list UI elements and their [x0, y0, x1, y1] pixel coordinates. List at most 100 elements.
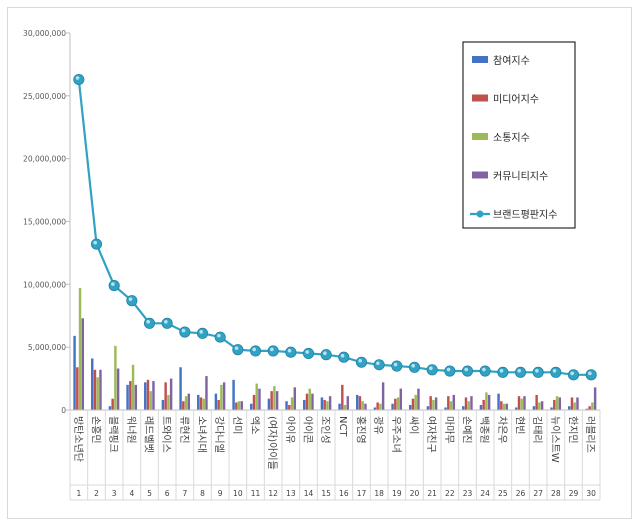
line-point-highlight: [305, 350, 310, 354]
line-point-highlight: [199, 330, 203, 334]
bar-3-6: [167, 394, 170, 410]
bar-1-9: [214, 393, 218, 410]
line-point-12: [267, 345, 279, 357]
bar-2-28: [553, 399, 556, 410]
x-tick-label: 류현진: [178, 416, 190, 444]
bar-3-1: [78, 288, 82, 410]
line-point-highlight: [93, 240, 97, 245]
bar-series-group: [73, 288, 597, 410]
bar-1-22: [444, 407, 447, 410]
line-point-22: [444, 365, 456, 377]
bar-2-20: [411, 398, 415, 410]
bar-2-22: [447, 396, 450, 410]
line-point-24: [479, 365, 491, 377]
bar-4-25: [505, 403, 509, 410]
line-point-highlight: [429, 366, 433, 371]
bar-3-24: [485, 392, 488, 410]
y-tick-label: 10,000,000: [23, 280, 66, 289]
bar-1-27: [532, 406, 536, 410]
rank-label: 9: [218, 489, 223, 498]
line-point-highlight: [482, 367, 486, 372]
rank-label: 2: [94, 489, 99, 498]
bar-3-15: [326, 401, 329, 410]
bar-2-25: [500, 401, 503, 410]
x-tick-label: 싸이: [408, 416, 420, 434]
bar-2-11: [252, 394, 256, 410]
bar-4-16: [346, 396, 350, 410]
bar-4-24: [487, 394, 491, 410]
rank-label: 17: [357, 489, 367, 498]
rank-label: 19: [392, 489, 402, 498]
bar-1-8: [197, 394, 200, 410]
line-point-highlight: [446, 367, 451, 372]
rank-label: 21: [427, 489, 437, 498]
bar-4-12: [275, 391, 279, 410]
bar-2-17: [358, 396, 362, 410]
bar-1-29: [568, 406, 571, 410]
line-point-19: [391, 360, 403, 372]
bar-3-21: [432, 399, 435, 410]
x-tick-label: 강다니엘: [213, 416, 226, 453]
line-point-highlight: [552, 369, 557, 373]
bar-4-14: [311, 393, 314, 410]
rank-label: 30: [586, 489, 596, 498]
bar-2-1: [76, 367, 79, 410]
line-point-6: [161, 317, 173, 329]
rank-label: 6: [165, 489, 170, 498]
x-tick-label: 손예진: [461, 416, 473, 444]
rank-label: 12: [268, 489, 278, 498]
line-point-5: [143, 317, 156, 329]
rank-label: 18: [374, 489, 384, 498]
legend-swatch: [472, 133, 488, 140]
bar-3-5: [149, 391, 152, 410]
bar-4-23: [470, 396, 473, 410]
bar-4-5: [152, 381, 155, 410]
line-point-highlight: [570, 371, 574, 376]
legend-label: 소통지수: [493, 132, 530, 144]
bar-1-11: [250, 403, 253, 410]
line-point-highlight: [588, 371, 592, 376]
rank-label: 24: [480, 489, 490, 498]
line-point-10: [232, 344, 244, 356]
bar-2-26: [517, 396, 521, 410]
bar-4-26: [523, 396, 526, 410]
line-point-highlight: [464, 367, 469, 372]
rank-label: 11: [251, 489, 261, 498]
legend-swatch: [472, 56, 488, 63]
bar-2-9: [217, 399, 220, 410]
bar-2-5: [146, 379, 150, 410]
line-point-28: [550, 366, 562, 378]
x-axis: 방탄소년단 1 손흥민 2 블랙핑크 3 워너원 4 레드벨벳 5 트와이스 6 류현진 7 소녀시대 8 강다…: [69, 409, 601, 501]
line-series-group: [73, 73, 597, 381]
line-point-highlight: [217, 333, 221, 338]
bar-3-11: [255, 383, 258, 410]
line-point-highlight: [75, 76, 80, 80]
x-tick-label: 홍진영: [355, 416, 368, 444]
bar-2-30: [588, 406, 591, 410]
bar-2-12: [270, 391, 273, 410]
x-tick-label: 현빈: [514, 416, 526, 434]
line-point-highlight: [323, 351, 327, 356]
bar-3-4: [131, 364, 135, 410]
bar-1-3: [108, 406, 112, 410]
bar-4-11: [258, 388, 261, 410]
x-tick-label: 방탄소년단: [72, 416, 84, 462]
rank-label: 13: [286, 489, 296, 498]
line-point-highlight: [535, 369, 539, 373]
bar-3-22: [449, 401, 453, 410]
rank-label: 22: [445, 489, 455, 498]
bar-3-14: [308, 388, 311, 410]
legend-label: 미디어지수: [493, 94, 539, 106]
bar-2-18: [376, 402, 379, 410]
bar-4-17: [364, 403, 367, 410]
bar-4-9: [222, 382, 226, 410]
line-point-16: [338, 351, 350, 363]
x-tick-label: 레드벨벳: [143, 416, 155, 453]
bar-3-27: [538, 402, 541, 410]
bar-1-16: [338, 403, 341, 410]
line-point-highlight: [517, 369, 521, 373]
bar-2-13: [288, 404, 291, 410]
y-tick-label: 5,000,000: [28, 343, 66, 352]
x-tick-label: (여자)아이들: [266, 416, 278, 470]
bar-2-10: [235, 402, 238, 410]
